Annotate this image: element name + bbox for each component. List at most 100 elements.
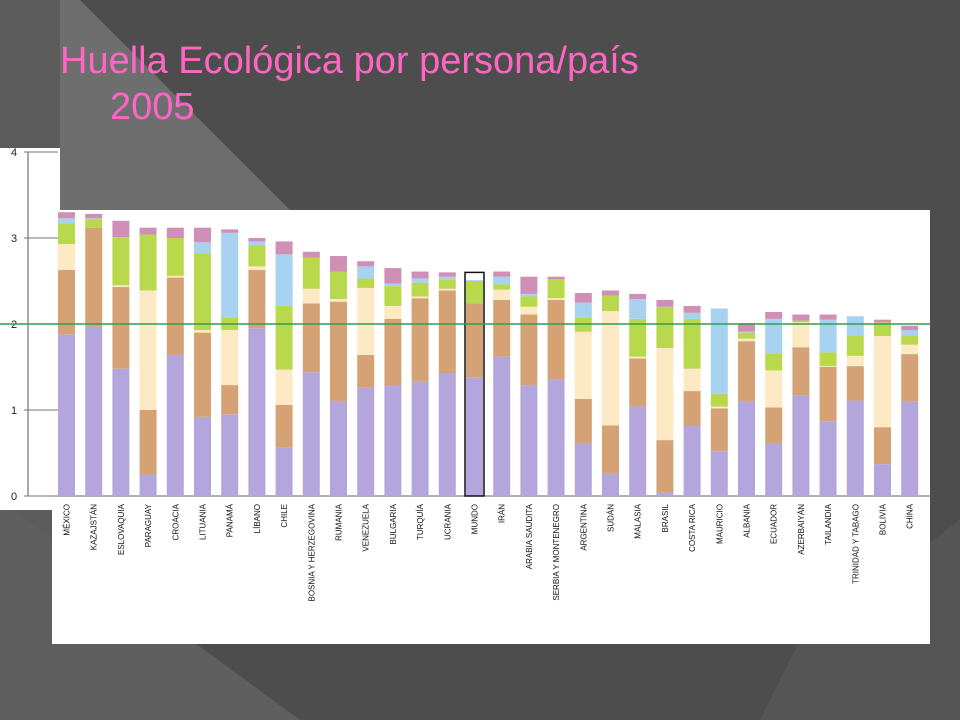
- bar-segment: [520, 314, 538, 386]
- bar-segment: [112, 368, 130, 496]
- bar-segment: [874, 336, 891, 428]
- bar-segment: [602, 473, 619, 496]
- bar-segment: [629, 299, 647, 319]
- category-label: BULGARIA: [389, 503, 398, 544]
- category-label: CROACIA: [171, 503, 180, 540]
- bar-segment: [357, 278, 375, 288]
- bar-segment: [438, 290, 456, 374]
- category-label: TAILANDIA: [824, 503, 833, 544]
- category-label: LITUANIA: [199, 503, 208, 540]
- bar-segment: [438, 276, 456, 280]
- category-label: BOLIVIA: [879, 503, 888, 535]
- bar-segment: [846, 400, 864, 496]
- bar-segment: [330, 256, 347, 272]
- bar-segment: [493, 289, 511, 300]
- bar-segment: [574, 302, 592, 318]
- bar-segment: [357, 266, 375, 279]
- bar-segment: [357, 354, 375, 388]
- bar-segment: [846, 336, 864, 356]
- bar-segment: [58, 218, 75, 224]
- bar-segment: [874, 322, 891, 337]
- bar-segment: [330, 401, 347, 496]
- bar-segment: [710, 308, 728, 394]
- slide-title-line1: Huella Ecológica por persona/país: [60, 40, 639, 82]
- bar-segment: [574, 331, 592, 399]
- bar-segment: [275, 369, 293, 405]
- bar-segment: [275, 254, 293, 306]
- category-label: UCRANIA: [443, 503, 452, 540]
- category-label: MALASIA: [634, 503, 643, 538]
- bar-segment: [357, 261, 375, 267]
- bar-segment: [547, 298, 565, 300]
- bar-segment: [629, 358, 647, 407]
- bar-segment: [520, 306, 538, 315]
- bar-segment: [602, 295, 619, 312]
- bar-segment: [330, 301, 347, 402]
- bar-segment: [574, 317, 592, 332]
- bar-segment: [411, 296, 429, 299]
- bar-segment: [792, 395, 810, 496]
- category-label: ARGENTINA: [579, 503, 588, 550]
- bar-segment: [330, 271, 347, 300]
- bar-segment: [738, 332, 755, 339]
- bar-segment: [765, 407, 783, 444]
- bar-segment: [792, 314, 810, 321]
- bar-segment: [384, 286, 402, 306]
- bar-segment: [520, 276, 538, 294]
- bar-segment: [194, 242, 211, 254]
- bar-segment: [221, 232, 239, 318]
- bar-segment: [112, 237, 130, 286]
- category-label: RUMANIA: [335, 503, 344, 541]
- bar-segment: [710, 408, 728, 452]
- bar-segment: [765, 353, 783, 371]
- y-tick-label: 4: [11, 147, 17, 159]
- bar-segment: [166, 238, 184, 276]
- category-label: BRASIL: [661, 503, 670, 532]
- bar-segment: [520, 296, 538, 307]
- bar-segment: [547, 379, 565, 496]
- bar-segment: [710, 451, 728, 496]
- bar-segment: [493, 276, 511, 285]
- bar-segment: [438, 272, 456, 277]
- bar-segment: [846, 316, 864, 337]
- bar-segment: [656, 306, 674, 349]
- bar-segment: [384, 318, 402, 386]
- bar-segment: [58, 223, 75, 245]
- bar-segment: [683, 368, 701, 392]
- bar-segment: [602, 425, 619, 474]
- bar-segment: [248, 266, 266, 270]
- bar-segment: [302, 288, 320, 304]
- bar-segment: [466, 303, 483, 378]
- category-label: CHILE: [280, 504, 289, 528]
- bar-segment: [411, 278, 429, 283]
- bar-segment: [738, 338, 755, 342]
- bar-segment: [874, 319, 891, 323]
- category-label: AZERBAIYÁN: [797, 504, 806, 555]
- bar-segment: [248, 241, 266, 245]
- bar-segment: [819, 352, 837, 367]
- bar-segment: [411, 381, 429, 496]
- bar-segment: [792, 320, 810, 323]
- bar-segment: [629, 318, 647, 357]
- bar-segment: [248, 328, 266, 496]
- bar-segment: [194, 253, 211, 331]
- bar-segment: [112, 287, 130, 369]
- bar-segment: [765, 318, 783, 354]
- bar-segment: [384, 305, 402, 319]
- bar-segment: [466, 281, 483, 304]
- bar-segment: [629, 293, 647, 300]
- bar-segment: [58, 269, 75, 335]
- bar-segment: [357, 387, 375, 496]
- bar-segment: [901, 336, 919, 345]
- bar-segment: [384, 385, 402, 496]
- bar-segment: [683, 425, 701, 496]
- bar-segment: [275, 447, 293, 496]
- bar-segment: [166, 354, 184, 496]
- bar-segment: [275, 404, 293, 448]
- bar-segment: [139, 234, 157, 291]
- bar-segment: [574, 398, 592, 444]
- category-label: VENEZUELA: [362, 503, 371, 551]
- category-label: SERBIA Y MONTENEGRO: [552, 504, 561, 601]
- slide-title: Huella Ecológica por persona/país 2005: [60, 38, 920, 130]
- bar-segment: [466, 280, 483, 281]
